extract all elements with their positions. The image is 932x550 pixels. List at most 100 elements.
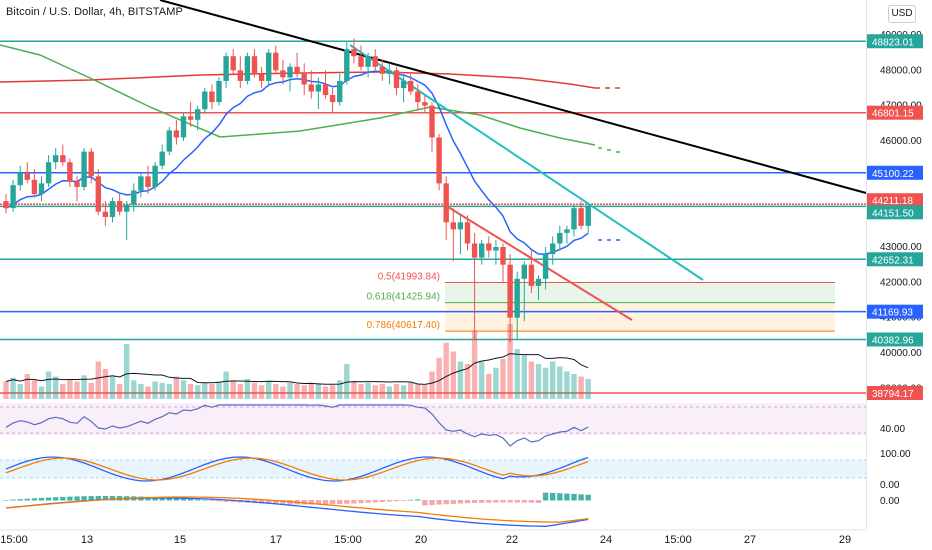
- price-tick-label: 46000.00: [880, 136, 922, 147]
- candle: [542, 254, 549, 279]
- time-axis-label: 15:00: [334, 534, 362, 546]
- volume-bar: [237, 384, 243, 399]
- volume-bar: [358, 384, 364, 399]
- volume-bar: [116, 384, 123, 399]
- black-trendline: [159, 0, 867, 194]
- candle: [173, 130, 180, 138]
- macd-histogram-bar: [337, 500, 343, 504]
- macd-histogram-bar: [408, 499, 414, 501]
- volume-bar: [294, 384, 300, 399]
- fib-level-label: 0.5(41993.84): [378, 272, 440, 283]
- volume-bar: [173, 376, 180, 399]
- volume-bar: [450, 351, 456, 399]
- volume-bar: [322, 386, 329, 399]
- candle: [493, 247, 499, 251]
- volume-bar: [337, 380, 343, 399]
- macd-histogram-bar: [542, 492, 549, 501]
- candle: [464, 222, 471, 244]
- price-tick-label: 43000.00: [880, 242, 922, 253]
- macd-histogram-bar: [180, 498, 187, 501]
- candle: [45, 162, 52, 184]
- macd-histogram-bar: [45, 497, 52, 501]
- volume-bar: [45, 371, 52, 399]
- time-axis-label: 15: [174, 534, 186, 546]
- candle: [81, 151, 87, 187]
- volume-bar: [315, 384, 322, 399]
- rsi-axis-label: 40.00: [880, 424, 905, 435]
- macd-histogram-bar: [53, 497, 59, 501]
- candle: [415, 91, 421, 103]
- macd-histogram-bar: [31, 498, 38, 501]
- volume-bar: [287, 382, 293, 399]
- candle: [244, 56, 251, 81]
- volume-bar: [400, 385, 407, 399]
- volume-bar: [408, 382, 414, 399]
- macd-histogram-bar: [17, 499, 23, 501]
- candle: [258, 73, 265, 81]
- level-price-label-bg: [867, 205, 923, 220]
- candle: [60, 155, 66, 163]
- macd-histogram-bar: [166, 497, 172, 501]
- candle: [10, 185, 16, 209]
- candle: [3, 201, 9, 209]
- candle: [379, 66, 385, 74]
- volume-bar: [471, 330, 478, 399]
- candle: [436, 137, 442, 184]
- volume-bar: [301, 385, 307, 399]
- volume-bar: [17, 384, 23, 399]
- volume-bar: [102, 369, 109, 399]
- rsi-line: [5, 404, 589, 447]
- candle: [88, 151, 94, 177]
- macd-histogram-bar: [450, 500, 456, 504]
- candle: [471, 243, 478, 258]
- volume-bar: [308, 382, 314, 399]
- macd-histogram-bar: [216, 500, 222, 502]
- time-axis-label: 15:00: [0, 534, 28, 546]
- volume-bar: [266, 381, 272, 399]
- level-price-label-bg: [867, 386, 923, 400]
- candle: [429, 105, 435, 138]
- volume-bar: [415, 384, 421, 399]
- macd-histogram-bar: [10, 499, 16, 501]
- volume-bar: [81, 375, 87, 399]
- volume-bar: [216, 381, 222, 399]
- price-axis-separator: [866, 0, 867, 530]
- candle: [216, 80, 222, 103]
- time-axis-label: 29: [839, 534, 851, 546]
- time-axis-label: 27: [744, 534, 756, 546]
- level-price-label-bg: [867, 252, 923, 267]
- sma-green-line: [0, 44, 596, 146]
- candle: [138, 176, 144, 191]
- macd-histogram-bar: [571, 493, 577, 501]
- currency-button[interactable]: USD: [888, 5, 916, 23]
- volume-bar: [31, 380, 38, 399]
- macd-histogram-bar: [464, 500, 471, 504]
- candle: [351, 49, 357, 57]
- candle: [400, 80, 407, 88]
- candle: [67, 162, 73, 182]
- macd-histogram-bar: [258, 500, 265, 504]
- candle: [180, 116, 187, 138]
- candle: [365, 56, 371, 67]
- level-price-label-bg: [867, 105, 923, 120]
- candle: [486, 243, 492, 251]
- volume-bar: [251, 382, 258, 399]
- volume-bar: [131, 380, 137, 399]
- volume-bar: [493, 367, 499, 399]
- macd-histogram-bar: [95, 496, 101, 501]
- macd-histogram-bar: [209, 500, 215, 501]
- macd-histogram-bar: [557, 493, 563, 501]
- macd-histogram-bar: [60, 496, 66, 501]
- candle: [266, 52, 272, 81]
- candle: [145, 176, 151, 187]
- candle: [457, 222, 464, 230]
- macd-histogram-bar: [24, 498, 30, 501]
- volume-bar: [166, 384, 172, 399]
- volume-bar: [422, 385, 428, 399]
- macd-histogram-bar: [436, 500, 442, 505]
- volume-bar: [557, 366, 563, 399]
- macd-histogram-bar: [528, 500, 535, 503]
- volume-bar: [74, 381, 80, 399]
- volume-bar: [152, 381, 158, 399]
